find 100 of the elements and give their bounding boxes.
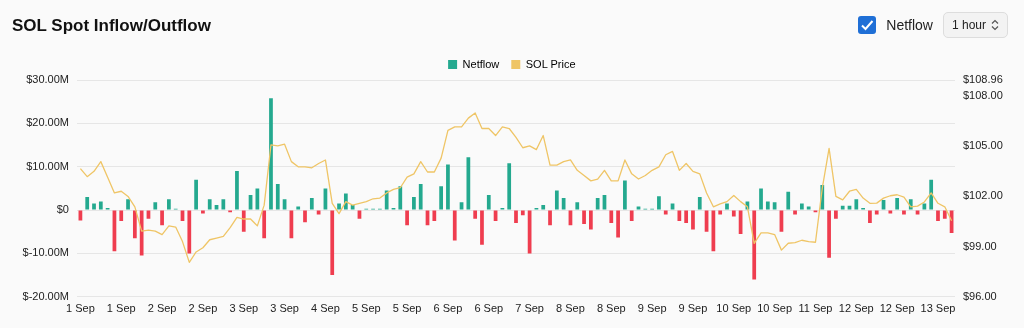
x-tick-label: 6 Sep — [474, 302, 504, 315]
bar — [942, 210, 947, 219]
bar — [929, 179, 934, 210]
bar — [269, 98, 273, 210]
x-tick-label: 8 Sep — [596, 302, 626, 315]
bar — [548, 210, 552, 226]
bar — [330, 210, 335, 276]
bar — [241, 210, 246, 232]
x-tick-label: 1 Sep — [66, 302, 95, 315]
x-tick-label: 11 Sep — [798, 302, 833, 315]
bar — [895, 197, 900, 210]
bar — [452, 210, 457, 241]
bar — [888, 210, 893, 214]
y-tick-label: $30.00M — [26, 73, 69, 86]
bar — [255, 188, 260, 210]
bar — [160, 210, 164, 226]
x-tick-label: 6 Sep — [433, 302, 463, 315]
bar — [480, 210, 484, 245]
bar — [194, 179, 198, 210]
x-tick-label: 12 Sep — [838, 302, 874, 315]
bar — [799, 203, 804, 210]
bar — [697, 197, 702, 210]
x-tick-label: 12 Sep — [879, 302, 915, 315]
y-tick-label: $0 — [56, 203, 69, 216]
bar — [589, 210, 593, 230]
bar — [262, 210, 267, 239]
x-tick-label: 8 Sep — [556, 302, 585, 315]
y2-tick-label: $99.00 — [963, 239, 997, 252]
bar — [609, 210, 614, 224]
bar — [439, 186, 443, 210]
x-tick-label: 2 Sep — [188, 302, 218, 315]
bar — [446, 164, 450, 210]
bar — [350, 204, 355, 210]
text: Netflow — [886, 17, 933, 33]
bar — [412, 197, 416, 210]
bar — [623, 180, 627, 210]
bar — [167, 199, 171, 210]
y-tick-label: $10.00M — [26, 159, 69, 172]
bar — [684, 210, 689, 224]
x-tick-label: 10 Sep — [716, 302, 752, 315]
bar — [418, 184, 423, 210]
x-tick-label: 1 Sep — [106, 302, 136, 315]
bar — [153, 202, 158, 210]
bar — [473, 210, 478, 219]
bar — [936, 210, 940, 221]
bar — [731, 210, 736, 217]
bar — [582, 210, 586, 224]
bar — [507, 163, 512, 210]
bar — [309, 197, 314, 210]
x-tick-label: 3 Sep — [229, 302, 259, 315]
bar — [201, 210, 205, 214]
x-tick-label: 13 Sep — [920, 302, 956, 315]
bar — [432, 210, 437, 221]
bar — [541, 204, 546, 210]
x-tick-label: 4 Sep — [311, 302, 340, 315]
x-tick-label: 7 Sep — [515, 302, 544, 315]
y2-tick-label: $105.00 — [963, 139, 1003, 152]
bar — [275, 184, 280, 210]
x-tick-label: 9 Sep — [637, 302, 667, 315]
bar — [466, 157, 471, 210]
y2-tick-label: $108.96 — [963, 73, 1003, 86]
bar — [384, 190, 389, 210]
bar — [854, 199, 859, 210]
bar — [207, 199, 212, 210]
bar — [629, 210, 634, 221]
bar — [85, 197, 90, 210]
bar — [139, 210, 144, 256]
legend-label: Netflow — [462, 57, 500, 70]
bar — [759, 188, 763, 210]
bar — [840, 205, 845, 210]
bar — [616, 210, 620, 238]
bar — [561, 197, 566, 210]
bar — [772, 202, 777, 210]
y-tick-label: $-10.00M — [22, 246, 69, 259]
bar — [868, 210, 872, 224]
x-tick-label: 3 Sep — [270, 302, 299, 315]
bar — [677, 210, 682, 221]
bar — [765, 201, 770, 210]
bar — [595, 197, 600, 210]
bar — [657, 196, 661, 210]
bar — [786, 191, 791, 210]
bar — [398, 186, 403, 210]
bar — [187, 210, 192, 254]
bar — [752, 210, 757, 280]
legend-label: SOL Price — [525, 57, 576, 70]
bar — [92, 203, 96, 210]
bar — [98, 201, 103, 210]
bar — [725, 203, 729, 210]
x-tick-label: 2 Sep — [147, 302, 177, 315]
y2-tick-label: $108.00 — [963, 89, 1003, 102]
y-tick-label: $-20.00M — [22, 289, 69, 302]
bar — [827, 210, 831, 258]
bar — [119, 210, 124, 221]
x-tick-label: 9 Sep — [678, 302, 708, 315]
bar — [486, 194, 491, 210]
bar — [834, 210, 838, 219]
y2-tick-label: $96.00 — [963, 289, 997, 302]
bar — [303, 210, 307, 223]
bar — [126, 199, 130, 210]
x-tick-label: 10 Sep — [757, 302, 793, 315]
